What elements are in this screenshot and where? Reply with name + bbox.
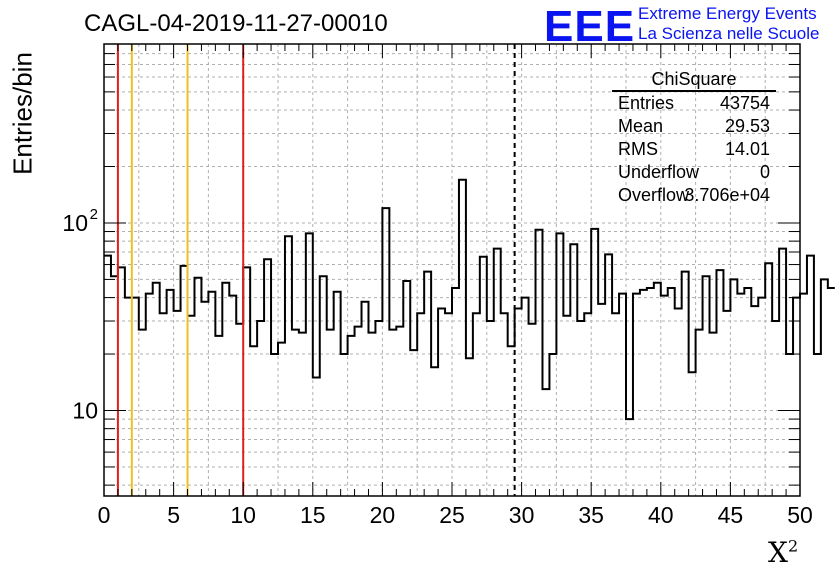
x-tick-label: 20 bbox=[370, 502, 396, 528]
stats-row-rms: RMS 14.01 bbox=[618, 139, 770, 159]
stats-box: ChiSquare Entries 43754 Mean 29.53 RMS 14.0… bbox=[612, 68, 776, 207]
x-axis-label: X2 bbox=[768, 536, 799, 569]
logo-line-2: La Scienza nelle Scuole bbox=[638, 24, 820, 43]
y-tick-label: 10 bbox=[62, 210, 88, 236]
x-tick-label: 30 bbox=[509, 502, 535, 528]
x-tick-label: 25 bbox=[439, 502, 465, 528]
chart-title: CAGL-04-2019-11-27-00010 bbox=[84, 10, 388, 37]
y-tick-exponent: 2 bbox=[90, 206, 98, 223]
histogram-line bbox=[104, 178, 835, 421]
y-tick-label: 10 bbox=[72, 397, 98, 423]
x-tick-label: 50 bbox=[787, 502, 813, 528]
x-tick-label: 15 bbox=[300, 502, 326, 528]
stats-row-mean: Mean 29.53 bbox=[618, 116, 770, 136]
x-tick-label: 45 bbox=[718, 502, 744, 528]
x-tick-label: 0 bbox=[98, 502, 111, 528]
eee-logo: EEE bbox=[544, 2, 636, 51]
x-tick-label: 5 bbox=[167, 502, 180, 528]
x-tick-label: 10 bbox=[230, 502, 256, 528]
stats-row-entries: Entries 43754 bbox=[618, 93, 770, 113]
stats-row-underflow: Underflow 0 bbox=[618, 162, 770, 182]
logo-line-1: Extreme Energy Events bbox=[638, 4, 817, 23]
stats-row-overflow: Overflow 3.706e+04 bbox=[618, 185, 770, 205]
x-tick-label: 40 bbox=[648, 502, 674, 528]
stats-title: ChiSquare bbox=[612, 68, 776, 92]
x-tick-label: 35 bbox=[578, 502, 604, 528]
y-axis-label: Entries/bin bbox=[7, 52, 38, 175]
